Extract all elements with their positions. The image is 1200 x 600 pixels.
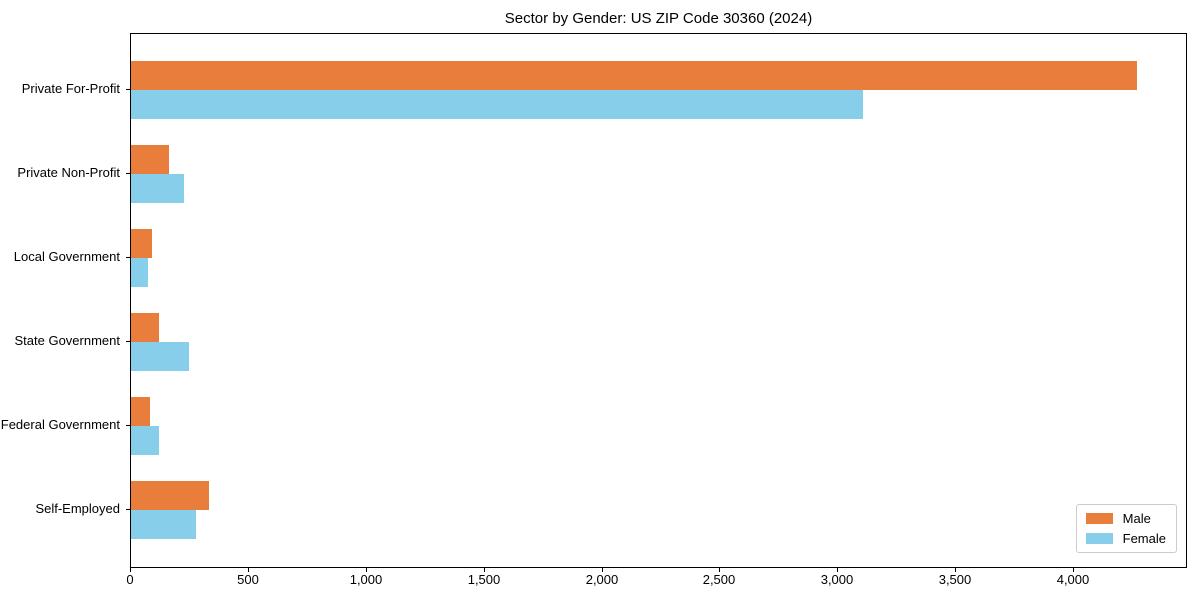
ytick-label-private-non-profit: Private Non-Profit [17,165,120,180]
female-series-swatch [1085,533,1113,544]
bar-male-private-non-profit [131,145,169,174]
legend-item-female: Female [1085,531,1166,546]
xtick-label-3-000: 3,000 [820,572,854,587]
plot-area: Male Female [130,33,1187,568]
legend-label-female: Female [1122,531,1166,546]
ytick-mark [126,425,130,426]
bar-female-federal-government [131,426,159,455]
legend: Male Female [1075,504,1177,553]
xtick-mark [719,568,720,572]
ytick-label-federal-government: Federal Government [0,417,120,432]
bar-male-private-for-profit [131,61,1137,90]
xtick-mark [602,568,603,572]
legend-item-male: Male [1085,511,1166,526]
bar-female-private-for-profit [131,90,863,119]
xtick-label-500: 500 [237,572,259,587]
ytick-label-self-employed: Self-Employed [35,501,120,516]
xtick-label-4-000: 4,000 [1056,572,1090,587]
ytick-mark [126,173,130,174]
ytick-label-local-government: Local Government [13,249,120,264]
xtick-mark [130,568,131,572]
xtick-label-3-500: 3,500 [938,572,972,587]
ytick-mark [126,257,130,258]
xtick-label-1-500: 1,500 [467,572,501,587]
xtick-label-1-000: 1,000 [349,572,383,587]
ytick-mark [126,509,130,510]
xtick-label-2-000: 2,000 [585,572,619,587]
xtick-label-2-500: 2,500 [702,572,736,587]
bar-female-state-government [131,342,189,371]
xtick-mark [484,568,485,572]
ytick-mark [126,89,130,90]
xtick-label-0: 0 [126,572,134,587]
bar-male-federal-government [131,397,150,426]
bar-female-private-non-profit [131,174,184,203]
ytick-label-private-for-profit: Private For-Profit [21,81,120,96]
xtick-mark [837,568,838,572]
bar-female-local-government [131,258,148,287]
bar-female-self-employed [131,510,196,539]
male-series-swatch [1085,513,1113,524]
bar-male-state-government [131,313,159,342]
xtick-mark [1073,568,1074,572]
chart-title: Sector by Gender: US ZIP Code 30360 (202… [504,10,813,27]
bar-male-self-employed [131,481,209,510]
legend-label-male: Male [1122,511,1151,526]
xtick-mark [955,568,956,572]
xtick-mark [248,568,249,572]
ytick-label-state-government: State Government [14,333,121,348]
ytick-mark [126,341,130,342]
bar-male-local-government [131,229,152,258]
xtick-mark [366,568,367,572]
